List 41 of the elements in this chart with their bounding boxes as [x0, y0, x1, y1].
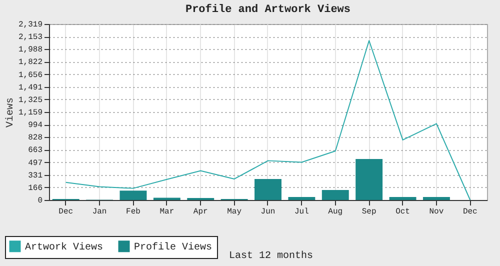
- y-tick-label: 1,822: [18, 58, 43, 68]
- bar: [356, 159, 383, 200]
- bar: [422, 196, 450, 200]
- y-tick-label: 663: [28, 146, 43, 156]
- y-tick-label: 1,491: [18, 83, 43, 92]
- line-series: [65, 40, 471, 200]
- bar: [288, 196, 316, 200]
- y-tick-label: 1,159: [18, 108, 43, 118]
- bar: [120, 190, 147, 200]
- legend-label: Profile Views: [134, 241, 212, 254]
- bar: [254, 178, 282, 200]
- x-tick-label: Dec: [58, 208, 74, 216]
- x-tick-label: May: [227, 208, 242, 216]
- legend-label: Artwork Views: [25, 241, 104, 254]
- x-tick-label: Oct: [396, 208, 410, 216]
- y-tick-label: 1,325: [18, 96, 43, 105]
- y-tick-label: 497: [28, 158, 43, 168]
- chart-title: Profile and Artwork Views: [185, 3, 351, 16]
- y-tick-label: 1,988: [18, 46, 43, 55]
- y-tick-label: 994: [28, 121, 43, 130]
- y-axis-title: Views: [4, 97, 16, 128]
- y-tick-label: 1,656: [18, 70, 43, 80]
- x-axis-title: Last 12 months: [229, 250, 314, 262]
- x-tick-label: Jun: [260, 208, 276, 216]
- y-tick-label: 2,153: [18, 33, 43, 42]
- x-tick-label: Aug: [328, 208, 343, 216]
- x-tick-label: Mar: [160, 208, 174, 216]
- bar: [389, 196, 416, 200]
- x-tick-label: Apr: [193, 208, 208, 216]
- y-tick-label: 828: [28, 134, 43, 143]
- y-tick-label: 331: [28, 171, 43, 180]
- x-tick-label: Nov: [429, 208, 444, 216]
- x-tick-label: Sep: [362, 208, 376, 216]
- y-tick-label: 0: [38, 196, 43, 206]
- x-tick-label: Jul: [294, 208, 310, 216]
- x-tick-label: Feb: [126, 208, 141, 216]
- y-tick-label: 166: [28, 184, 43, 193]
- x-tick-label: Jan: [92, 208, 107, 216]
- x-tick-label: Dec: [462, 208, 478, 216]
- bar: [322, 190, 349, 200]
- y-tick-label: 2,319: [18, 20, 43, 30]
